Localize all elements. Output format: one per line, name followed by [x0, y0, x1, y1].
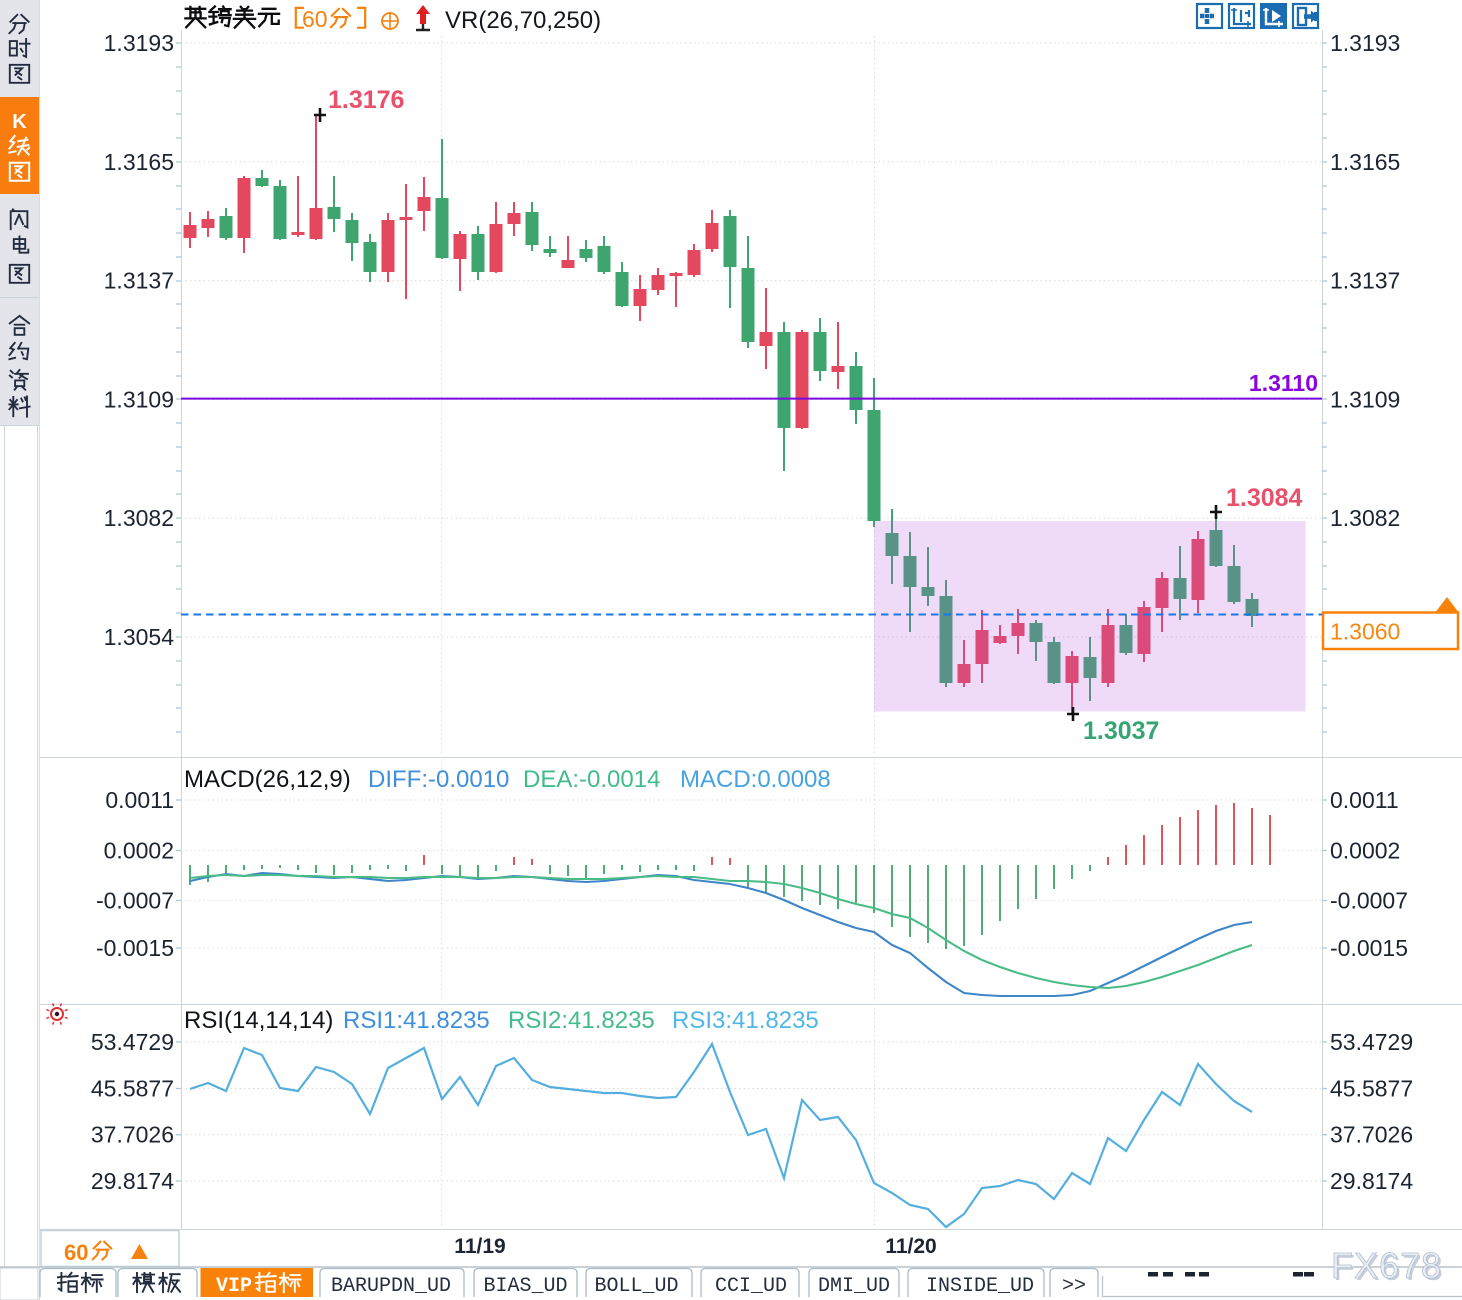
svg-text:0.0002: 0.0002: [1330, 838, 1400, 864]
svg-text:VIP: VIP: [216, 1275, 252, 1298]
svg-text:37.7026: 37.7026: [1330, 1122, 1413, 1148]
svg-text:1.3037: 1.3037: [1083, 717, 1159, 745]
svg-text:1.3193: 1.3193: [104, 30, 174, 56]
svg-text:60: 60: [64, 1240, 88, 1265]
svg-text:53.4729: 53.4729: [91, 1029, 174, 1055]
svg-text:1.3082: 1.3082: [104, 505, 174, 531]
svg-text:1.3193: 1.3193: [1330, 30, 1400, 56]
svg-text:BIAS_UD: BIAS_UD: [483, 1275, 567, 1298]
svg-text:DIFF:-0.0010: DIFF:-0.0010: [368, 766, 509, 793]
svg-text:45.5877: 45.5877: [91, 1076, 174, 1102]
svg-text:1.3165: 1.3165: [104, 149, 174, 175]
svg-text:RSI1:41.8235: RSI1:41.8235: [343, 1007, 490, 1034]
svg-text:>>: >>: [1062, 1275, 1086, 1298]
svg-text:11/19: 11/19: [454, 1235, 505, 1258]
svg-text:1.3054: 1.3054: [104, 624, 175, 650]
svg-text:DEA:-0.0014: DEA:-0.0014: [523, 766, 660, 793]
svg-text:FX678: FX678: [1333, 1247, 1444, 1288]
svg-text:45.5877: 45.5877: [1330, 1076, 1413, 1102]
svg-text:1.3109: 1.3109: [1330, 386, 1400, 412]
svg-text:1.3060: 1.3060: [1330, 619, 1400, 645]
svg-text:MACD(26,12,9): MACD(26,12,9): [184, 766, 351, 793]
svg-text:0.0011: 0.0011: [1330, 787, 1399, 813]
svg-text:1.3082: 1.3082: [1330, 505, 1400, 531]
svg-text:RSI(14,14,14): RSI(14,14,14): [184, 1007, 333, 1034]
svg-text:0.0002: 0.0002: [104, 838, 174, 864]
svg-text:BARUPDN_UD: BARUPDN_UD: [331, 1275, 451, 1298]
svg-text:1.3165: 1.3165: [1330, 149, 1400, 175]
svg-text:29.8174: 29.8174: [91, 1168, 174, 1194]
svg-text:VR(26,70,250): VR(26,70,250): [445, 7, 601, 34]
svg-text:1.3137: 1.3137: [104, 268, 174, 294]
svg-text:1.3110: 1.3110: [1249, 370, 1318, 396]
svg-text:-0.0015: -0.0015: [96, 935, 174, 961]
svg-text:11/20: 11/20: [885, 1235, 936, 1258]
svg-text:K: K: [12, 111, 27, 133]
svg-text:BOLL_UD: BOLL_UD: [594, 1275, 678, 1298]
svg-text:FX678: FX678: [1331, 1245, 1442, 1286]
svg-text:60: 60: [302, 6, 328, 32]
svg-text:0.0011: 0.0011: [105, 787, 174, 813]
svg-text:-0.0007: -0.0007: [1330, 888, 1408, 914]
svg-text:CCI_UD: CCI_UD: [715, 1275, 787, 1298]
svg-text:1.3109: 1.3109: [104, 386, 174, 412]
svg-text:29.8174: 29.8174: [1330, 1168, 1413, 1194]
svg-text:1.3084: 1.3084: [1226, 484, 1303, 512]
svg-text:-0.0015: -0.0015: [1330, 935, 1408, 961]
svg-text:1.3176: 1.3176: [328, 86, 404, 114]
svg-text:RSI2:41.8235: RSI2:41.8235: [508, 1007, 655, 1034]
svg-text:RSI3:41.8235: RSI3:41.8235: [672, 1007, 819, 1034]
svg-text:MACD:0.0008: MACD:0.0008: [680, 766, 831, 793]
svg-text:INSIDE_UD: INSIDE_UD: [926, 1275, 1034, 1298]
svg-text:37.7026: 37.7026: [91, 1122, 174, 1148]
svg-text:1.3137: 1.3137: [1330, 268, 1400, 294]
svg-text:-0.0007: -0.0007: [96, 888, 174, 914]
svg-text:DMI_UD: DMI_UD: [818, 1275, 890, 1298]
svg-text:53.4729: 53.4729: [1330, 1029, 1413, 1055]
